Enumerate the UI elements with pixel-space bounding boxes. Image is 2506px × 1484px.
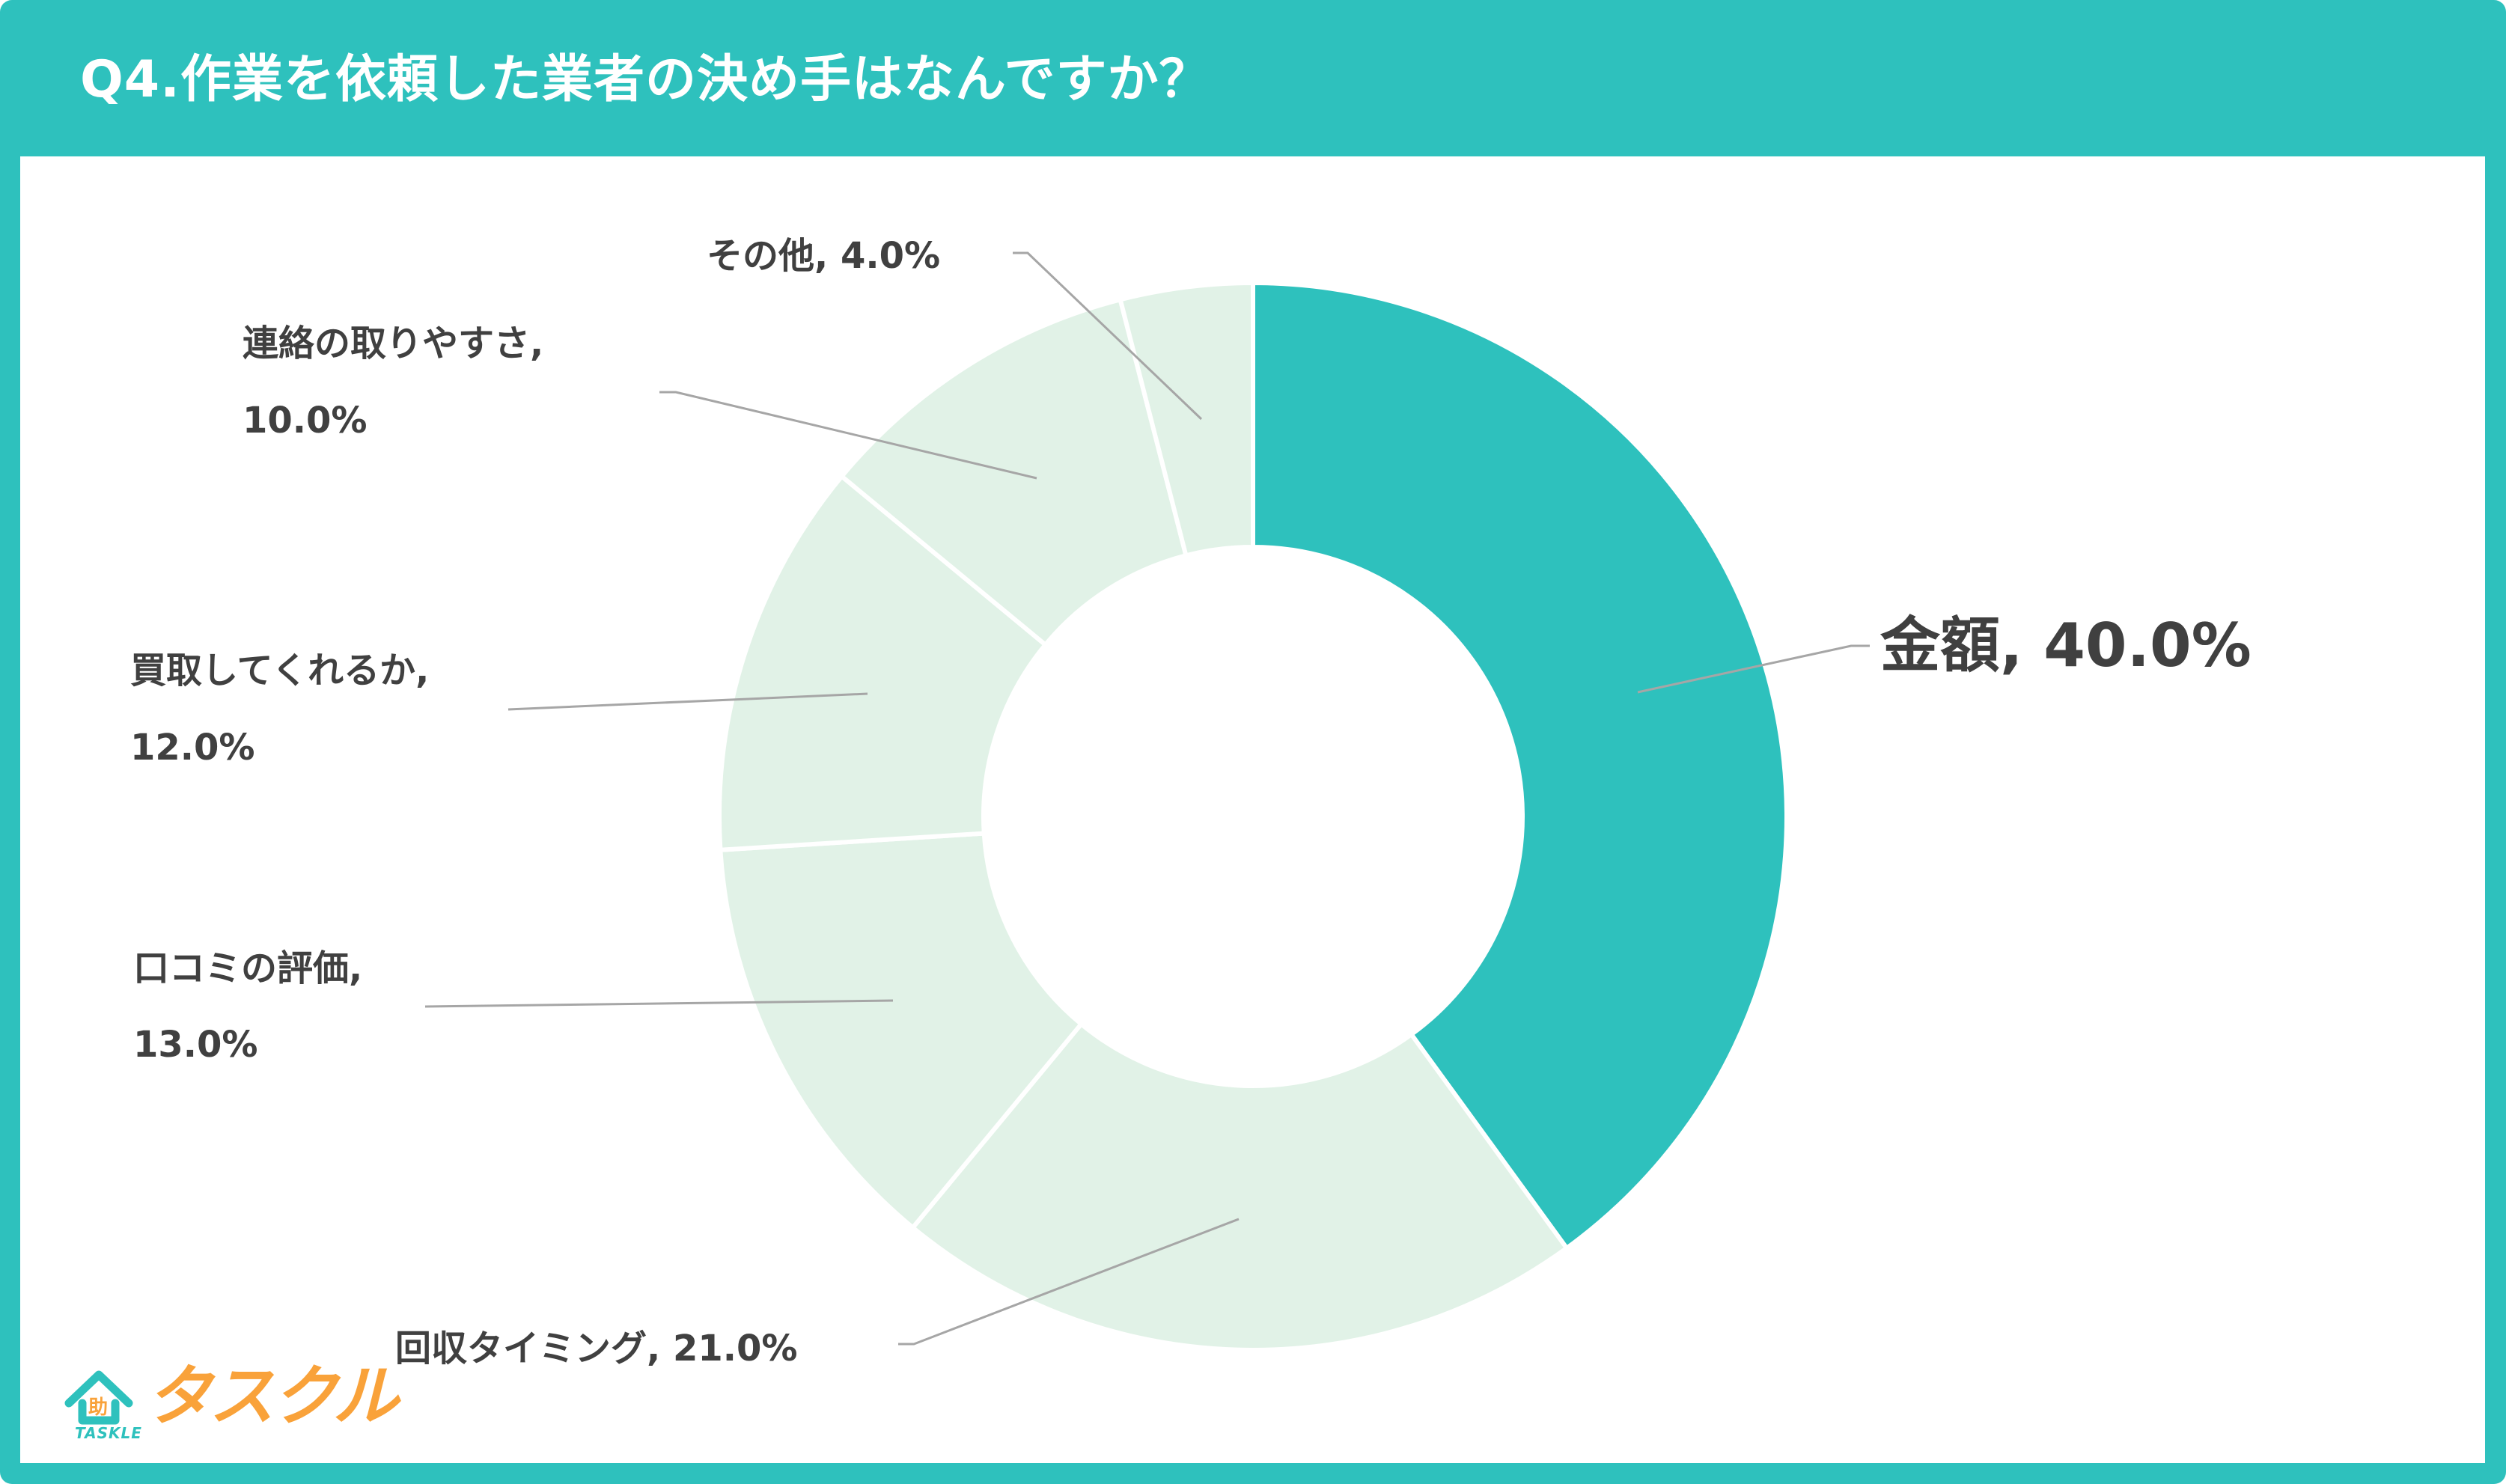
data-label-renraku-value: 10.0% <box>243 400 368 442</box>
donut-segment <box>717 473 1049 852</box>
data-label-sonota: その他, 4.0% <box>707 235 940 277</box>
donut-segment <box>909 1021 1570 1352</box>
logo-wordmark: タスクル <box>146 1358 398 1435</box>
donut-segment <box>1251 280 1789 1252</box>
chart-title: Q4.作業を依頼した業者の決め手はなんですか？ <box>80 50 1211 109</box>
data-label-renraku-name: 連絡の取りやすさ, <box>243 323 543 364</box>
leader-lines <box>424 251 1870 1346</box>
data-label-kaitori-value: 12.0% <box>130 727 255 769</box>
leader-line-kuchikomi <box>424 999 894 1008</box>
data-label-kuchikomi-value: 13.0% <box>133 1024 258 1066</box>
house-icon-char: 助 <box>88 1396 108 1419</box>
data-label-kingaku: 金額, 40.0% <box>1880 611 2252 680</box>
donut-segment <box>718 831 1085 1231</box>
donut-segments <box>717 280 1789 1352</box>
leader-line-kingaku <box>1637 644 1870 694</box>
leader-line-kaitori <box>507 692 868 711</box>
data-label-kuchikomi-name: 口コミの評価, <box>133 947 362 989</box>
data-label-kaishu: 回収タイミング, 21.0% <box>395 1328 797 1370</box>
leader-line-sonota <box>1013 251 1203 421</box>
logo-subtext: TASKLE <box>75 1424 142 1442</box>
house-icon <box>64 1370 133 1425</box>
data-label-kaitori-name: 買取してくれるか, <box>130 650 429 691</box>
donut-segment <box>1118 280 1255 558</box>
data-labels: 金額, 40.0% 回収タイミング, 21.0% 口コミの評価, 13.0% 買… <box>130 235 2252 1370</box>
taskle-logo: 助 <box>64 1370 133 1425</box>
leader-line-kaishu <box>898 1218 1240 1346</box>
leader-line-renraku <box>659 391 1037 480</box>
